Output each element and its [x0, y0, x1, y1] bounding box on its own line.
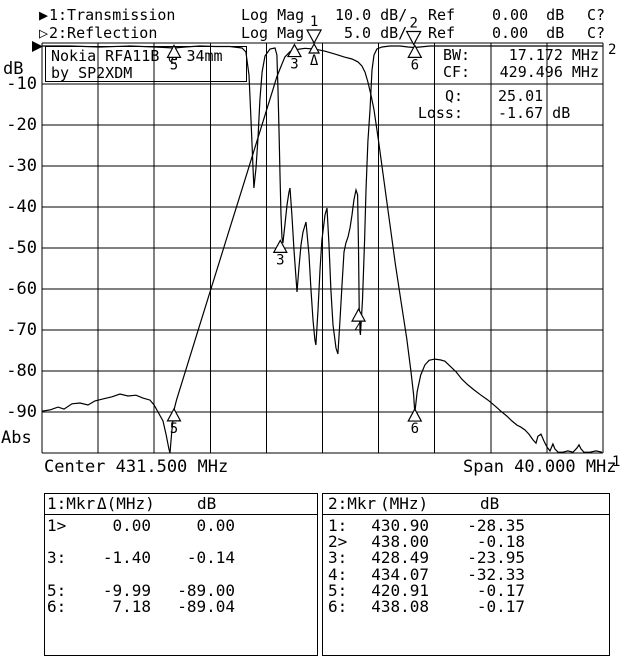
marker-table2-freq-column-header: (MHz): [380, 494, 429, 513]
y-tick-label: -60: [6, 279, 37, 299]
trace1-cal-status: C?: [587, 6, 606, 24]
marker-table-cell: 430.90: [371, 516, 429, 535]
trace1-format[interactable]: Log Mag: [241, 6, 305, 24]
center-frequency-label[interactable]: Center 431.500 MHz: [44, 457, 229, 477]
loss-value: -1.67 dB: [498, 104, 571, 122]
marker-table-trace2: 2:Mkr (MHz) dB 1: 430.90 -28.35 2> 438.00 -0.…: [322, 493, 610, 656]
y-tick-label: -10: [6, 74, 37, 94]
trace1-active-arrow-icon: ▶: [39, 6, 49, 24]
channel1-header-line: ▶ 1:Transmission Log Mag 10.0 dB/ Ref 0.…: [0, 7, 640, 24]
q-label: Q:: [444, 87, 463, 105]
marker-table-cell: -0.18: [476, 532, 525, 552]
q-value: 25.01: [498, 87, 544, 105]
marker-table-cell: 6:: [328, 596, 348, 616]
trace2-ref-label: Ref: [428, 24, 456, 42]
marker-table-cell: -89.00: [177, 580, 235, 600]
marker-table-cell: 5:: [47, 580, 67, 600]
device-info-box: Nokia RFA11B @ 34mm by SP2XDM: [45, 46, 247, 82]
marker-table-cell: -23.95: [467, 548, 525, 568]
device-info-line2: by SP2XDM: [51, 64, 133, 82]
marker-table2-db-column-header: dB: [480, 494, 500, 513]
cf-value: 429.496 MHz: [499, 63, 599, 81]
marker-table-row: [45, 534, 317, 550]
y-tick-label: -30: [6, 156, 37, 176]
trace2-active-arrow-icon: ▷: [39, 24, 49, 42]
marker-table2-rows: 1: 430.90 -28.35 2> 438.00 -0.18 3: 428.49 -23.9…: [323, 515, 609, 615]
marker-table-cell: 3:: [328, 548, 348, 568]
trace2-name[interactable]: 2:Reflection: [49, 24, 158, 42]
marker-table-row: 3: -1.40 -0.14: [45, 550, 317, 566]
marker-table2-header: 2:Mkr (MHz) dB: [323, 494, 609, 515]
trace2-scale[interactable]: 5.0 dB/: [344, 24, 408, 42]
trace2-format[interactable]: Log Mag: [241, 24, 305, 42]
bw-value: 17.172 MHz: [508, 46, 599, 64]
trace1-ref-value[interactable]: 0.00 dB: [492, 6, 565, 24]
trace2-cal-status: C?: [587, 24, 606, 42]
marker-table-row: 5: -9.99 -89.00: [45, 580, 317, 600]
cf-label: CF:: [443, 63, 471, 81]
marker-table-cell: 7.18: [112, 596, 151, 616]
marker-table-cell: 1:: [328, 516, 348, 535]
marker-table2-title: 2:Mkr: [328, 494, 377, 513]
y-tick-label: -40: [6, 197, 37, 217]
trace1-scale[interactable]: 10.0 dB/: [335, 6, 408, 24]
marker-table-cell: 6:: [47, 596, 67, 616]
marker-table-cell: 1>: [47, 516, 67, 535]
marker-table-cell: 434.07: [371, 564, 429, 584]
device-info-line1: Nokia RFA11B @ 34mm: [51, 47, 223, 65]
marker-table-cell: -28.35: [467, 516, 525, 535]
y-tick-label: -90: [6, 402, 37, 422]
marker-table-cell: -1.40: [102, 548, 151, 568]
marker-table-cell: 4:: [328, 564, 348, 584]
y-tick-label: -50: [6, 238, 37, 258]
y-tick-label: -20: [6, 115, 37, 135]
marker-table-cell: -9.99: [102, 580, 151, 600]
marker-table1-db-column-header: dB: [197, 494, 217, 513]
marker-table1-freq-column-header: Δ(MHz): [97, 494, 155, 513]
marker-table-cell: 420.91: [371, 580, 429, 600]
marker-table1-header: 1:Mkr Δ(MHz) dB: [45, 494, 317, 515]
y-tick-label: -70: [6, 320, 37, 340]
marker-table-row: 3: 428.49 -23.95: [323, 550, 609, 566]
marker-table1-rows: 1> 0.00 0.00 3: -1.40 -0.14 5: -9.99 -89.00 6: 7.1…: [45, 515, 317, 615]
marker-table-row: 2> 438.00 -0.18: [323, 534, 609, 550]
y-axis-unit-label: dB: [3, 59, 24, 79]
marker-table-cell: 5:: [328, 580, 348, 600]
marker-table-trace1: 1:Mkr Δ(MHz) dB 1> 0.00 0.00 3: -1.40 -0.14 5:…: [44, 493, 318, 656]
trace1-name[interactable]: 1:Transmission: [49, 6, 176, 24]
y-tick-label: -80: [6, 361, 37, 381]
span-label[interactable]: Span 40.000 MHz: [463, 457, 617, 477]
marker-table-cell: 438.08: [371, 596, 429, 616]
marker-table1-title: 1:Mkr: [47, 494, 96, 513]
marker-table-cell: 2>: [328, 532, 348, 552]
marker-table-row: 6: 438.08 -0.17: [323, 596, 609, 616]
marker-table-cell: 438.00: [371, 532, 429, 552]
marker-table-cell: 428.49: [371, 548, 429, 568]
marker-table-row: 1: 430.90 -28.35: [323, 518, 609, 534]
channel2-header-line: ▷ 2:Reflection Log Mag 5.0 dB/ Ref 0.00 …: [0, 25, 640, 42]
marker-table-cell: 0.00: [196, 516, 235, 535]
marker-table-row: 4: 434.07 -32.33: [323, 564, 609, 584]
marker-table-cell: -0.17: [476, 596, 525, 616]
marker-table-row: 6: 7.18 -89.04: [45, 596, 317, 616]
marker-table-cell: -0.17: [476, 580, 525, 600]
trace1-ref-label: Ref: [428, 6, 456, 24]
trace2-ref-value[interactable]: 0.00 dB: [492, 24, 565, 42]
marker-table-cell: -32.33: [467, 564, 525, 584]
marker-table-cell: -89.04: [177, 596, 235, 616]
marker-table-row: 5: 420.91 -0.17: [323, 580, 609, 600]
loss-label: Loss:: [417, 104, 463, 122]
y-axis-bottom-label: Abs: [1, 428, 32, 448]
bw-label: BW:: [443, 46, 471, 64]
marker-table-cell: 3:: [47, 548, 67, 568]
marker-table-cell: 0.00: [112, 516, 151, 535]
marker-table-row: 1> 0.00 0.00: [45, 518, 317, 534]
marker-table-cell: -0.14: [186, 548, 235, 568]
